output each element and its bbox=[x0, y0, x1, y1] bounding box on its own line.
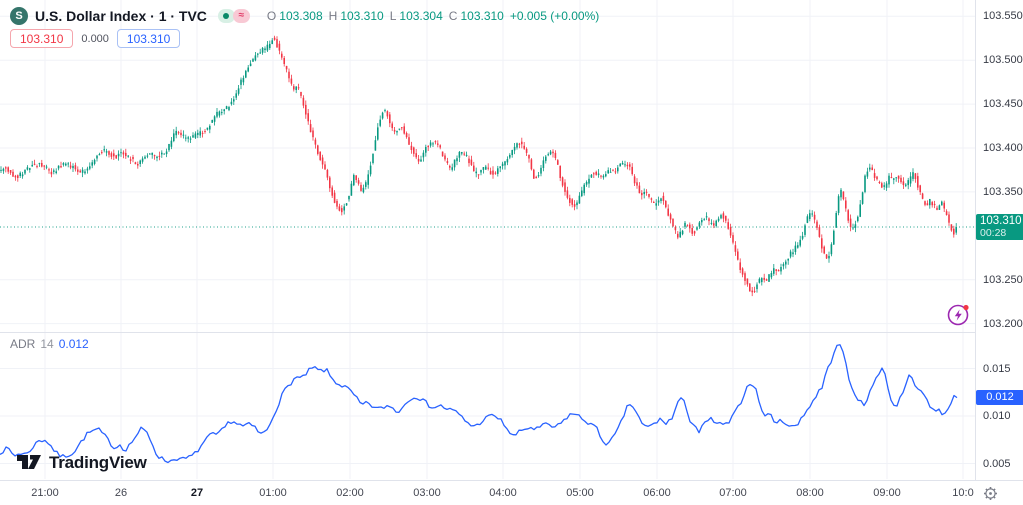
time-axis-label: 01:00 bbox=[259, 487, 287, 499]
candlestick-series bbox=[0, 35, 957, 297]
time-axis[interactable]: 21:00 26 27 01:00 02:00 03:00 04:00 05:00 06:00 0… bbox=[0, 480, 1023, 505]
indicator-length: 14 bbox=[40, 337, 54, 351]
time-axis-label: 10:0 bbox=[952, 487, 974, 499]
open-value: 103.308 bbox=[279, 9, 323, 23]
time-axis-label: 05:00 bbox=[566, 487, 594, 499]
close-label: C bbox=[448, 9, 458, 23]
bid-ask-row: 103.310 0.000 103.310 bbox=[10, 29, 181, 48]
price-axis-label: 103.500 bbox=[983, 54, 1023, 67]
adr-line bbox=[0, 344, 958, 464]
ohlc-values: O 103.308 H 103.310 L 103.304 C 103.310 +0.0… bbox=[267, 9, 599, 23]
price-axis-label: 103.200 bbox=[983, 317, 1023, 330]
bar-countdown: 00:28 bbox=[980, 227, 1007, 239]
symbol-logo[interactable]: S bbox=[10, 7, 28, 25]
delayed-data-icon[interactable]: ≈ bbox=[232, 9, 250, 23]
high-value: 103.310 bbox=[340, 9, 384, 23]
buy-ask-button[interactable]: 103.310 bbox=[116, 29, 181, 48]
main-price-pane[interactable] bbox=[0, 0, 975, 332]
change-value: +0.005 (+0.00%) bbox=[509, 9, 600, 23]
price-axis-label: 103.400 bbox=[983, 141, 1023, 154]
symbol-title[interactable]: U.S. Dollar Index · 1 · TVC bbox=[35, 8, 207, 24]
price-axis-label: 103.350 bbox=[983, 185, 1023, 198]
market-status-pills[interactable]: ≈ bbox=[217, 9, 250, 23]
time-axis-label: 09:00 bbox=[873, 487, 901, 499]
time-axis-label: 04:00 bbox=[489, 487, 517, 499]
notification-dot bbox=[963, 304, 969, 311]
price-axis-label: 103.450 bbox=[983, 98, 1023, 111]
current-price-value: 103.310 bbox=[980, 215, 1022, 227]
time-axis-label: 26 bbox=[114, 487, 128, 499]
high-label: H bbox=[328, 9, 338, 23]
low-label: L bbox=[389, 9, 397, 23]
pane-separator[interactable] bbox=[0, 332, 975, 333]
spread-value: 0.000 bbox=[81, 32, 109, 45]
low-value: 103.304 bbox=[399, 9, 443, 23]
indicator-axis-label: 0.005 bbox=[983, 457, 1011, 470]
adr-indicator-pane[interactable] bbox=[0, 333, 975, 479]
indicator-legend: ADR 14 0.012 bbox=[10, 337, 89, 351]
timezone-settings-gear-icon[interactable] bbox=[983, 486, 998, 501]
price-axis-label: 103.550 bbox=[983, 10, 1023, 23]
time-axis-label: 06:00 bbox=[643, 487, 671, 499]
time-axis-label: 02:00 bbox=[336, 487, 364, 499]
time-axis-label: 08:00 bbox=[796, 487, 824, 499]
sell-bid-button[interactable]: 103.310 bbox=[10, 29, 74, 48]
price-axis-label: 103.250 bbox=[983, 273, 1023, 286]
price-axis[interactable]: 103.310 00:28 0.012 103.550 103.500 103.45… bbox=[975, 0, 1023, 480]
market-open-icon[interactable] bbox=[217, 9, 235, 23]
current-price-badge: 103.310 00:28 bbox=[976, 214, 1023, 240]
indicator-axis-label: 0.010 bbox=[983, 410, 1011, 422]
indicator-axis-label: 0.015 bbox=[983, 362, 1011, 375]
indicator-name[interactable]: ADR bbox=[10, 337, 36, 351]
time-axis-label: 21:00 bbox=[31, 487, 59, 499]
close-value: 103.310 bbox=[460, 9, 504, 23]
indicator-value-badge: 0.012 bbox=[976, 389, 1023, 405]
open-label: O bbox=[266, 9, 277, 23]
symbol-legend: S U.S. Dollar Index · 1 · TVC ≈ O 103.308… bbox=[10, 7, 599, 25]
time-axis-label: 07:00 bbox=[719, 487, 747, 499]
boost-button[interactable] bbox=[946, 302, 971, 327]
tradingview-logo-mark bbox=[17, 455, 41, 469]
indicator-value: 0.012 bbox=[58, 337, 89, 351]
time-axis-label: 03:00 bbox=[413, 487, 441, 499]
tradingview-logo[interactable]: TradingView bbox=[16, 452, 147, 474]
tradingview-logo-text: TradingView bbox=[49, 453, 147, 472]
time-axis-label: 27 bbox=[190, 487, 204, 499]
